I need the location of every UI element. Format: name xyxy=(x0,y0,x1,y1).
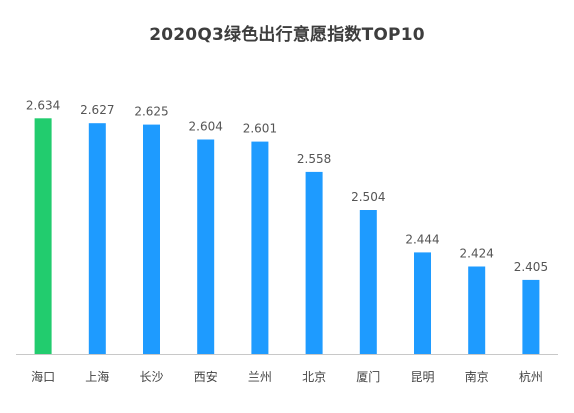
bar-value-label-0: 2.634 xyxy=(26,98,60,112)
x-tick-label-0: 海口 xyxy=(31,369,55,384)
x-tick-label-7: 昆明 xyxy=(410,370,434,384)
bar-4 xyxy=(251,141,269,354)
bar-value-label-9: 2.405 xyxy=(514,260,548,274)
x-tick-label-4: 兰州 xyxy=(248,370,272,384)
bar-7 xyxy=(414,252,431,354)
value-labels-group: 2.634 2.627 2.625 2.604 2.601 2.558 2.504 2.444… xyxy=(26,98,548,274)
bars-group xyxy=(34,118,540,354)
bar-2 xyxy=(143,124,160,354)
x-tick-label-8: 南京 xyxy=(465,369,489,384)
bar-3 xyxy=(197,139,215,354)
bar-0 xyxy=(34,118,52,354)
x-tick-label-6: 厦门 xyxy=(356,369,380,384)
bar-value-label-1: 2.627 xyxy=(80,103,114,117)
bar-1 xyxy=(88,123,106,354)
x-tick-label-9: 杭州 xyxy=(519,369,543,384)
x-tick-label-5: 北京 xyxy=(302,370,326,384)
bar-value-label-8: 2.424 xyxy=(460,247,494,261)
bar-value-label-3: 2.604 xyxy=(189,120,223,134)
bar-value-label-7: 2.444 xyxy=(405,232,439,246)
bar-8 xyxy=(468,266,486,354)
x-tick-label-1: 上海 xyxy=(85,369,109,384)
bar-value-label-2: 2.625 xyxy=(134,105,168,119)
tick-labels-group: 海口 上海 长沙 西安 兰州 北京 厦门 昆明 南京 杭州 xyxy=(31,369,543,384)
bar-value-label-5: 2.558 xyxy=(297,152,331,166)
bar-9 xyxy=(522,279,540,354)
bar-5 xyxy=(305,171,323,354)
bar-value-label-4: 2.601 xyxy=(243,122,277,136)
x-tick-label-3: 西安 xyxy=(194,369,218,384)
bar-value-label-6: 2.504 xyxy=(351,190,385,204)
bar-6 xyxy=(359,210,377,354)
x-tick-label-2: 长沙 xyxy=(139,370,163,384)
chart-title: 2020Q3绿色出行意愿指数TOP10 xyxy=(149,25,425,45)
